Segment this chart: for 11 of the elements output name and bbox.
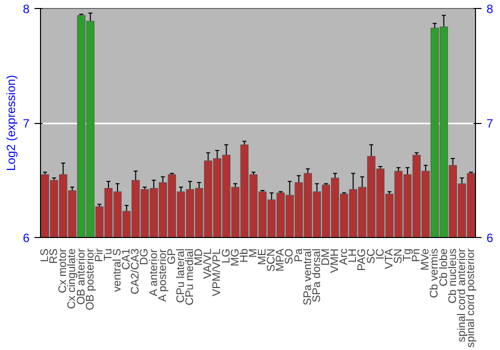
y2-tick-label: 8	[486, 2, 494, 16]
x-tick-label: IC	[374, 248, 386, 260]
y2-tick-label: 7	[486, 116, 494, 130]
y-tick-label: 8	[22, 2, 30, 16]
y-tick-label: 7	[22, 116, 30, 130]
y-axis-title: Log2 (expression)	[4, 74, 18, 172]
y2-tick-label: 6	[486, 231, 494, 245]
x-tick-label: RS	[48, 248, 60, 264]
y-tick-label: 6	[22, 231, 30, 245]
x-tick-label: SN	[392, 248, 404, 264]
x-tick-label: Tg	[402, 248, 414, 262]
